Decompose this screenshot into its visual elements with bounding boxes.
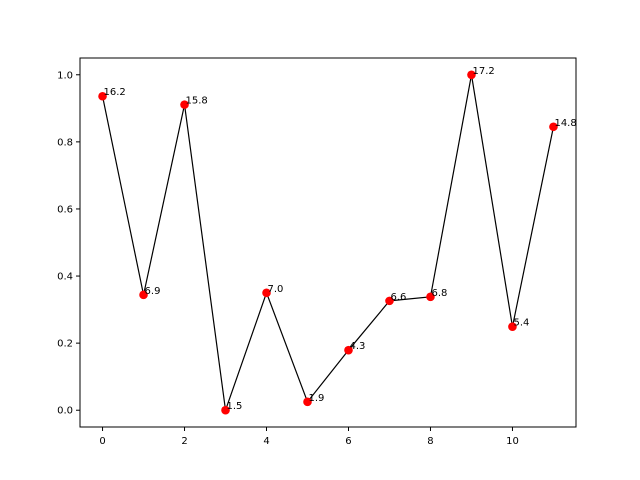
data-point [180, 100, 189, 109]
data-label: 17.2 [472, 66, 494, 77]
data-label: 6.6 [390, 292, 406, 303]
x-tick-label: 10 [506, 436, 519, 447]
data-point [467, 70, 476, 80]
data-point [426, 292, 435, 302]
data-point [98, 91, 107, 101]
data-label: 4.3 [349, 341, 365, 352]
y-tick-label: 0.4 [57, 272, 73, 283]
data-point [303, 397, 312, 407]
data-label: 15.8 [186, 96, 208, 107]
data-label: 6.8 [431, 288, 447, 299]
data-point [344, 345, 353, 355]
data-label: 16.2 [104, 87, 126, 98]
data-label: 1.5 [227, 401, 243, 412]
x-tick-label: 8 [427, 436, 433, 447]
x-axis: 0 2 4 6 8 10 [99, 427, 519, 447]
y-tick-label: 0.6 [57, 204, 73, 215]
series-line [101, 74, 555, 411]
data-point [385, 296, 394, 306]
axes-frame [79, 57, 577, 428]
data-point [508, 322, 517, 331]
x-tick-label: 4 [263, 436, 269, 447]
data-point [221, 405, 230, 415]
y-tick-label: 0.2 [57, 339, 73, 350]
x-tick-label: 6 [345, 436, 351, 447]
data-label: 6.9 [145, 286, 161, 297]
data-label: 7.0 [268, 284, 284, 295]
y-tick-label: 0.0 [57, 406, 73, 417]
x-tick-label: 0 [99, 436, 105, 447]
data-point [139, 290, 148, 300]
plot-area: 16.2 6.9 15.8 1.5 7.0 1.9 4.3 6.6 6.8 17.2 5.4 14.8 [98, 66, 577, 415]
y-tick-label: 1.0 [57, 70, 73, 81]
data-label: 14.8 [554, 118, 576, 129]
data-point [549, 122, 558, 132]
data-label: 1.9 [309, 393, 325, 404]
x-tick-label: 2 [181, 436, 187, 447]
y-axis: 0.0 0.2 0.4 0.6 0.8 1.0 [57, 70, 80, 417]
y-tick-label: 0.8 [57, 137, 73, 148]
data-point [262, 288, 271, 298]
data-label: 5.4 [513, 318, 529, 329]
